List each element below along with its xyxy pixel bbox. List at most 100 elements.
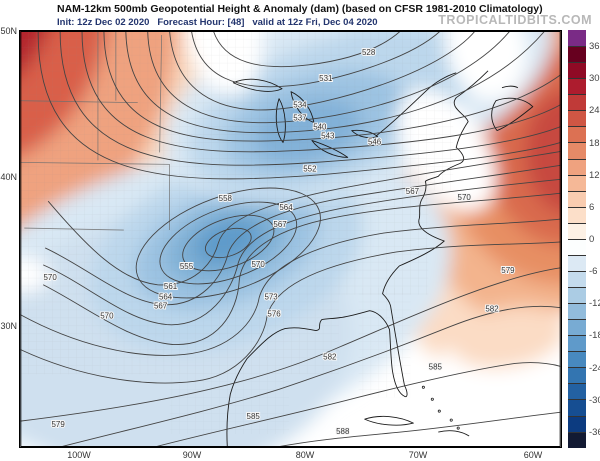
county-lines: [20, 190, 429, 295]
contour-label: 582: [485, 305, 499, 314]
coastline: [290, 91, 315, 124]
map-image: 5285315345375405435465525585555615645675…: [20, 31, 561, 447]
contour-label: 579: [51, 420, 65, 429]
contour-label: 564: [279, 203, 293, 212]
height-contour: [125, 31, 546, 134]
watermark-tropicaltidbits: TROPICALTIDBITS.COM: [438, 13, 592, 27]
colorbar-segment: [568, 367, 586, 384]
contour-label: 540: [313, 123, 327, 132]
height-contour: [59, 305, 561, 447]
map-title: NAM-12km 500mb Geopotential Height & Ano…: [57, 3, 543, 15]
height-contour: [191, 31, 441, 88]
island: [421, 385, 425, 389]
colorbar-segment: [568, 383, 586, 400]
contour-label: 567: [154, 302, 168, 311]
contour-label: 573: [264, 293, 278, 302]
map-border: [20, 31, 561, 447]
height-contour: [169, 31, 476, 111]
state-borders: [20, 31, 170, 231]
colorbar-segment: [568, 158, 586, 175]
colorbar-segment: [568, 174, 586, 191]
lon-label: 60W: [523, 450, 543, 460]
colorbar-segment: [568, 351, 586, 368]
contour-label: 561: [164, 282, 178, 291]
height-contour-closed: [182, 214, 275, 272]
height-contour-closed: [204, 227, 252, 259]
contour-label: 570: [252, 260, 266, 269]
colorbar-tick-label: 6: [589, 201, 595, 213]
colorbar-segment: [568, 222, 586, 239]
anomaly-blob: [450, 306, 561, 369]
coastline: [311, 140, 349, 158]
contour-label: 585: [247, 412, 261, 421]
colorbar-tick-label: -30: [589, 394, 600, 406]
height-contour: [59, 31, 561, 166]
contour-label: 567: [273, 220, 287, 229]
contour-label: 567: [406, 187, 420, 196]
contour-label: 543: [321, 131, 335, 140]
colorbar-tick-label: -36: [589, 426, 600, 438]
island: [437, 409, 441, 413]
coastline: [364, 415, 414, 426]
coastline: [501, 85, 519, 89]
coastline: [275, 98, 286, 143]
height-contour: [42, 192, 561, 345]
contour-label: 579: [501, 266, 515, 275]
contour-label: 585: [429, 362, 443, 371]
colorbar-tick-label: -12: [589, 298, 600, 310]
colorbar-segment: [568, 254, 586, 271]
colorbar-tick-label: 36: [589, 41, 600, 53]
anomaly-blob: [524, 91, 561, 213]
colorbar-segment: [568, 110, 586, 127]
colorbar-segment: [568, 78, 586, 95]
colorbar-tick-label: -6: [589, 266, 598, 278]
colorbar-segment: [568, 287, 586, 304]
colorbar-segment: [568, 238, 586, 255]
coastline: [232, 78, 283, 92]
map-subtitle: Init: 12z Dec 02 2020 Forecast Hour: [48…: [57, 17, 378, 28]
colorbar-segment: [568, 206, 586, 223]
contour-label: 528: [362, 48, 376, 57]
height-contour: [43, 178, 561, 326]
contour-label: 558: [219, 194, 233, 203]
anomaly-colorbar: [568, 30, 586, 448]
height-contour: [103, 31, 561, 142]
colorbar-segment: [568, 335, 586, 352]
height-contour: [37, 31, 561, 180]
contour-label: 582: [323, 352, 337, 361]
island: [430, 397, 434, 401]
contour-label: 570: [100, 312, 114, 321]
height-contour: [47, 150, 561, 286]
colorbar-segment: [568, 190, 586, 207]
contour-label: 531: [319, 74, 333, 83]
colorbar-segment: [568, 431, 586, 448]
contour-label: 552: [303, 164, 317, 173]
contour-label: 576: [267, 310, 281, 319]
coastline: [438, 430, 470, 437]
lon-label: 100W: [67, 450, 91, 460]
contour-label: 570: [458, 193, 472, 202]
contour-label: 555: [180, 262, 194, 271]
colorbar-tick-label: -18: [589, 330, 600, 342]
colorbar-tick-label: 30: [589, 73, 600, 85]
colorbar-tick-label: 0: [589, 234, 595, 245]
map-canvas: 528 531 534 537 540 543 546 552 558 555 561 564 567 5…: [19, 30, 562, 448]
colorbar-segment: [568, 303, 586, 320]
island: [449, 418, 453, 422]
height-contour: [276, 411, 561, 447]
lon-label: 70W: [408, 450, 428, 460]
colorbar-segment: [568, 319, 586, 336]
coastline: [376, 72, 457, 136]
colorbar-segment: [568, 94, 586, 111]
contour-label: 588: [336, 427, 350, 436]
contour-label: 564: [159, 293, 173, 302]
colorbar-segment: [568, 126, 586, 143]
colorbar-segment: [568, 142, 586, 159]
height-contour: [20, 267, 561, 422]
colorbar-segment: [568, 399, 586, 416]
height-contour: [20, 241, 561, 384]
lon-label: 90W: [182, 450, 202, 460]
island: [456, 426, 460, 430]
contour-label: 546: [368, 137, 382, 146]
